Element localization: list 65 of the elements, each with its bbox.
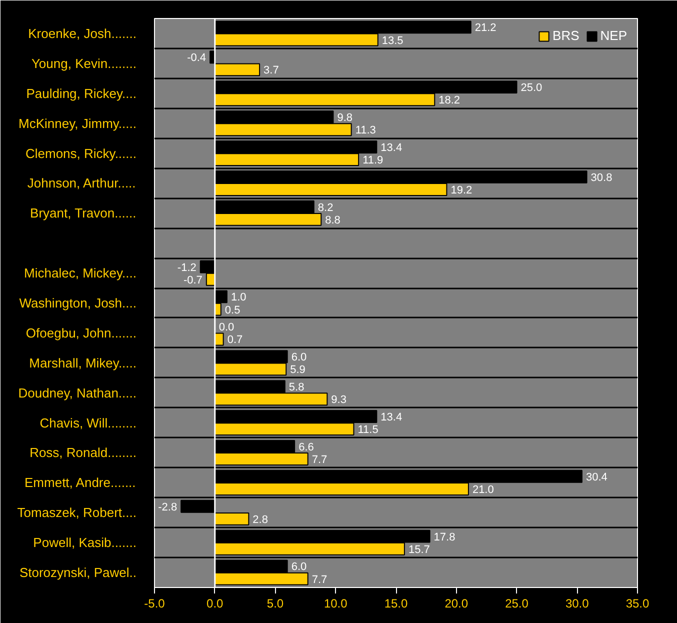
data-label: 9.3 — [331, 394, 346, 406]
data-label: 11.3 — [355, 124, 376, 137]
data-label: 25.0 — [520, 82, 542, 94]
y-tick-label: Kroenke, Josh....... — [28, 26, 137, 41]
y-tick-label: Bryant, Travon...... — [30, 206, 136, 221]
data-label: 11.5 — [358, 424, 378, 436]
data-label: 6.6 — [298, 441, 314, 454]
y-tick-label: Johnson, Arthur..... — [27, 176, 136, 191]
y-tick-label: Clemons, Ricky...... — [26, 146, 137, 161]
y-tick-label: Doudney, Nathan..... — [18, 385, 137, 400]
data-label: 9.8 — [337, 112, 353, 124]
x-tick-label: 0.0 — [206, 596, 224, 610]
data-label: 19.2 — [450, 184, 472, 196]
data-label: 0.7 — [227, 334, 243, 346]
data-label: 18.2 — [438, 94, 460, 107]
x-tick-label: 5.0 — [266, 596, 284, 610]
data-label: -0.4 — [187, 52, 206, 64]
x-tick-label: 35.0 — [626, 596, 650, 610]
y-tick-label: Chavis, Will........ — [40, 415, 137, 430]
data-label: 8.2 — [318, 202, 334, 214]
y-tick-label: Washington, Josh.... — [19, 296, 137, 310]
y-tick-label: Ross, Ronald........ — [30, 445, 137, 460]
data-label: 21.2 — [474, 22, 496, 34]
data-label: 0.0 — [218, 322, 234, 334]
data-label: 13.4 — [380, 412, 402, 424]
x-tick-label: 30.0 — [565, 596, 590, 610]
x-tick-label: -5.0 — [144, 596, 166, 610]
data-label: 17.8 — [434, 531, 456, 544]
data-label: 8.8 — [325, 214, 340, 226]
y-tick-label: Ofoegbu, John....... — [26, 325, 137, 340]
data-label: 30.8 — [590, 172, 612, 184]
x-tick-label: 20.0 — [444, 596, 468, 610]
x-tick-label: 25.0 — [505, 596, 529, 610]
data-label: 21.0 — [472, 484, 494, 496]
y-tick-label: Powell, Kasib....... — [33, 535, 137, 550]
data-label: 11.9 — [362, 154, 384, 167]
y-tick-label: Marshall, Mikey..... — [29, 355, 136, 370]
data-label: 0.5 — [224, 304, 240, 316]
data-label: 1.0 — [230, 292, 246, 304]
data-label: 6.0 — [291, 561, 307, 574]
data-label: 2.8 — [252, 514, 268, 526]
y-tick-label: Young, Kevin........ — [31, 56, 137, 71]
data-label: 15.7 — [408, 544, 430, 556]
data-label: 13.4 — [380, 142, 402, 154]
y-tick-label: Emmett, Andre....... — [24, 475, 136, 490]
legend-label: NEP — [600, 28, 627, 43]
data-label: 5.9 — [290, 364, 306, 376]
data-label: -2.8 — [158, 501, 178, 514]
legend-label: BRS — [552, 28, 580, 43]
data-label: 30.4 — [586, 471, 608, 484]
data-label: 3.7 — [264, 64, 279, 77]
y-tick-label: McKinney, Jimmy..... — [18, 116, 137, 131]
y-tick-label: Tomaszek, Robert.... — [17, 505, 137, 520]
data-label: 7.7 — [312, 454, 328, 466]
data-label: 5.8 — [288, 382, 304, 394]
data-label: 7.7 — [312, 574, 328, 586]
x-tick-label: 15.0 — [384, 596, 408, 610]
data-label: -1.2 — [177, 262, 196, 274]
x-tick-label: 10.0 — [324, 596, 348, 610]
data-label: 13.5 — [382, 34, 404, 47]
y-tick-label: Storozynski, Pawel.. — [19, 565, 136, 580]
data-label: -0.7 — [183, 274, 202, 286]
y-tick-label: Paulding, Rickey.... — [26, 86, 137, 101]
data-label: 6.0 — [291, 352, 307, 364]
y-tick-label: Michalec, Mickey.... — [24, 266, 137, 281]
